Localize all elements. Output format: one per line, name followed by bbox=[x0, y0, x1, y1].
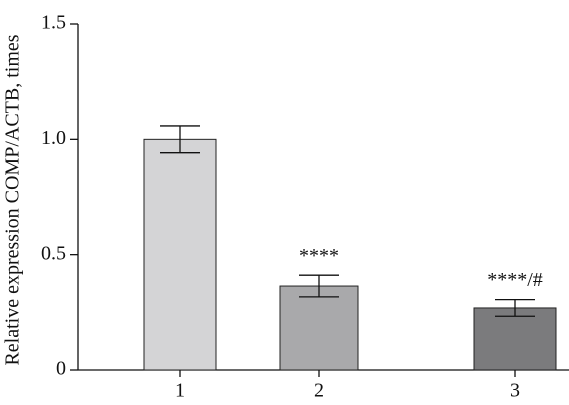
bar bbox=[143, 138, 217, 371]
bar bbox=[473, 307, 557, 371]
y-tick-label: 0.5 bbox=[41, 242, 66, 264]
x-tick-label: 2 bbox=[314, 380, 324, 402]
error-bar bbox=[160, 125, 200, 154]
annotation: ****/# bbox=[487, 269, 543, 291]
annotation: **** bbox=[299, 245, 339, 267]
error-bar bbox=[495, 298, 535, 317]
y-tick-label: 1.5 bbox=[41, 12, 66, 34]
x-tick-label: 1 bbox=[175, 380, 185, 402]
bar bbox=[279, 285, 359, 371]
y-tick-label: 1.0 bbox=[41, 127, 66, 149]
y-tick-label: 0 bbox=[56, 358, 66, 380]
y-axis-label: Relative expression COMP/ACTB, times bbox=[2, 34, 24, 365]
x-tick-label: 3 bbox=[510, 380, 520, 402]
error-bar bbox=[299, 274, 339, 298]
